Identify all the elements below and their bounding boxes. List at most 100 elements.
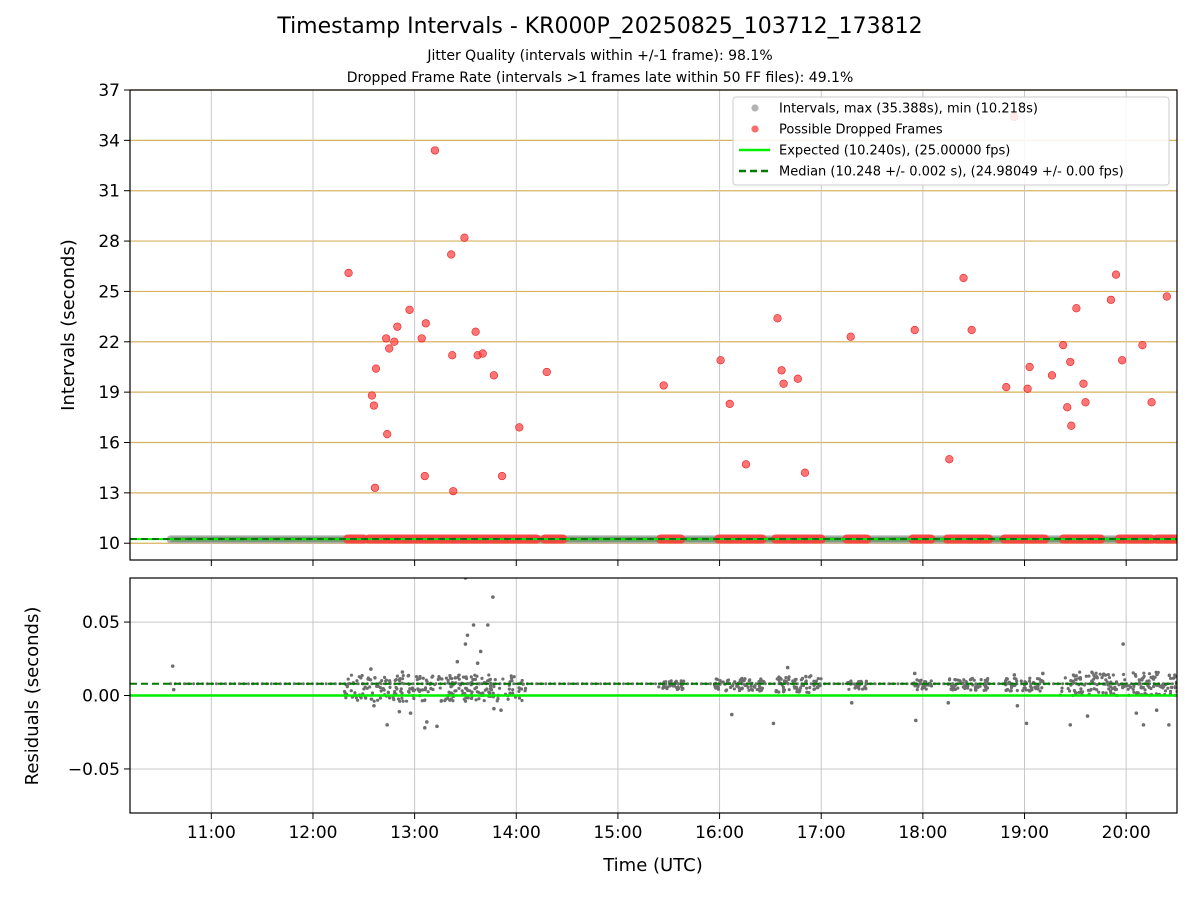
residual-point xyxy=(1131,687,1135,691)
residual-point xyxy=(962,678,966,682)
residual-point xyxy=(794,677,798,682)
residual-point xyxy=(622,682,626,686)
residual-point xyxy=(740,687,744,691)
residual-point xyxy=(1063,676,1067,680)
residual-point xyxy=(509,674,513,678)
residual-point xyxy=(1170,682,1174,686)
residual-point xyxy=(466,688,470,693)
residual-point xyxy=(473,687,477,691)
residual-outlier-point xyxy=(1167,723,1171,727)
residual-point xyxy=(662,684,666,689)
residual-point xyxy=(517,696,522,700)
residual-point xyxy=(1084,682,1088,686)
residual-point xyxy=(501,677,505,681)
residual-point xyxy=(482,698,486,703)
dropped-frame-point xyxy=(430,146,440,155)
residual-point xyxy=(1147,672,1152,676)
residual-point xyxy=(805,686,809,690)
residual-point xyxy=(728,685,733,690)
dropped-frame-point xyxy=(478,349,487,358)
time-x-tick-label: 19:00 xyxy=(1000,823,1049,843)
residual-point xyxy=(1027,679,1032,683)
residual-point xyxy=(974,682,978,686)
residual-point xyxy=(397,678,402,682)
residual-point xyxy=(978,684,982,688)
residual-point xyxy=(373,676,377,680)
residual-point xyxy=(1094,671,1098,675)
residual-point xyxy=(1147,685,1151,689)
residual-point xyxy=(470,690,474,694)
residual-point xyxy=(1060,686,1064,690)
residual-point xyxy=(958,679,962,684)
residual-point xyxy=(859,679,863,683)
intervals-y-tick-label: 13 xyxy=(98,484,120,504)
residual-point xyxy=(784,679,788,683)
residual-point xyxy=(1104,673,1108,677)
residual-point xyxy=(444,676,449,680)
residual-point xyxy=(474,698,478,702)
residual-point xyxy=(347,682,351,686)
residual-outlier-point xyxy=(475,661,480,665)
residual-point xyxy=(1167,673,1171,678)
residual-point xyxy=(1029,684,1033,689)
intervals-y-axis-label: Intervals (seconds) xyxy=(58,239,79,411)
residual-point xyxy=(731,682,735,686)
residual-point xyxy=(375,684,379,688)
residual-point xyxy=(818,682,822,686)
residual-point xyxy=(795,690,799,694)
residual-point xyxy=(915,678,919,682)
dropped-frame-point xyxy=(1002,383,1011,392)
residual-point xyxy=(1138,682,1142,686)
intervals-plot-area xyxy=(130,112,1177,544)
residual-point xyxy=(809,682,813,686)
residual-point xyxy=(919,682,923,686)
residual-outlier-point xyxy=(486,623,490,627)
residual-point xyxy=(715,677,720,682)
residual-point xyxy=(953,687,957,692)
residual-outlier-point xyxy=(478,649,483,654)
residual-point xyxy=(399,687,403,691)
residual-point xyxy=(498,686,502,690)
residual-point xyxy=(1084,674,1088,678)
residual-outlier-point xyxy=(455,659,460,664)
residual-point xyxy=(464,675,468,679)
residual-point xyxy=(1061,682,1065,686)
residual-point xyxy=(1015,688,1019,693)
residual-outlier-point xyxy=(385,723,389,727)
intervals-y-tick-label: 16 xyxy=(98,434,120,454)
residual-point xyxy=(481,691,485,695)
residual-outlier-point xyxy=(471,623,476,627)
residuals-y-tick-label: −0.05 xyxy=(68,760,120,780)
residual-point xyxy=(392,697,396,702)
residual-point xyxy=(1090,671,1094,675)
residual-point xyxy=(1123,678,1127,682)
residual-point xyxy=(461,675,466,679)
residual-point xyxy=(415,678,419,682)
residual-point xyxy=(475,690,479,694)
residual-point xyxy=(1074,678,1078,682)
residual-point xyxy=(448,676,452,680)
residual-point xyxy=(379,689,383,693)
time-x-tick-label: 15:00 xyxy=(593,823,642,843)
residual-point xyxy=(1038,682,1042,686)
residual-outlier-point xyxy=(400,670,405,674)
residual-point xyxy=(1019,679,1023,683)
time-x-tick-label: 11:00 xyxy=(187,823,236,843)
residual-point xyxy=(1158,684,1162,688)
dropped-frame-point xyxy=(421,319,430,328)
residual-point xyxy=(779,677,783,681)
residual-point xyxy=(1143,688,1147,692)
residual-point xyxy=(426,690,430,694)
residual-point xyxy=(376,698,380,702)
residual-point xyxy=(324,682,328,686)
residual-point xyxy=(349,673,354,677)
residual-point xyxy=(466,682,470,686)
residual-point xyxy=(1004,676,1009,681)
residual-point xyxy=(419,688,423,692)
residual-point xyxy=(411,682,415,686)
chart-title: Timestamp Intervals - KR000P_20250825_10… xyxy=(277,14,923,39)
residual-point xyxy=(1104,691,1108,695)
residual-point xyxy=(576,682,580,686)
residual-point xyxy=(1169,676,1173,680)
